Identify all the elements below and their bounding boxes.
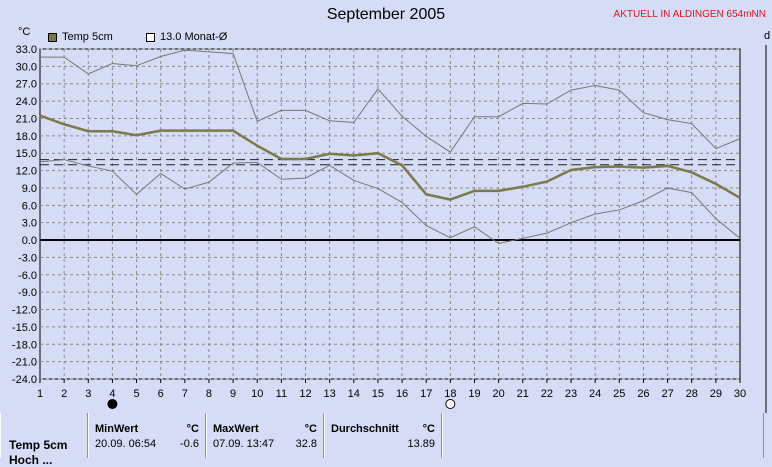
stats-avg-cell: Durchschnitt °C 13.89	[324, 413, 442, 458]
y-tick-label: 15.0	[16, 148, 37, 160]
y-tick-label: 30.0	[16, 61, 37, 73]
chart-title: September 2005	[326, 6, 446, 23]
chart-canvas: 33.030.027.024.021.018.015.012.09.06.03.…	[12, 44, 767, 413]
x-tick-label: 20	[492, 388, 504, 400]
y-tick-label: 27.0	[16, 79, 37, 91]
legend-item-monthly-avg[interactable]: 13.0 Monat-Ø	[146, 31, 227, 43]
series-line-min	[39, 159, 741, 245]
y-tick-label: -3.0	[18, 252, 37, 264]
x-tick-label: 6	[158, 388, 164, 400]
x-tick-label: 14	[348, 388, 360, 400]
x-tick-label: 5	[133, 388, 139, 400]
x-tick-label: 11	[276, 388, 287, 400]
max-unit: °C	[304, 423, 317, 435]
min-header: MinWert	[95, 423, 139, 435]
x-tick-label: 21	[517, 388, 529, 400]
series-line-max	[40, 49, 741, 153]
x-tick-label: 22	[541, 388, 553, 400]
new-moon-icon	[107, 399, 118, 409]
max-header: MaxWert	[213, 423, 259, 435]
y-tick-label: 9.0	[22, 183, 37, 195]
y-tick-label: 12.0	[16, 166, 37, 178]
y-tick-label: -6.0	[18, 270, 37, 282]
series-group	[39, 49, 741, 245]
full-moon-icon	[445, 399, 456, 409]
plot-area	[39, 48, 741, 380]
x-tick-label: 26	[637, 388, 649, 400]
y-tick-label: 24.0	[16, 96, 37, 108]
x-tick-label: 28	[686, 388, 698, 400]
x-tick-label: 1	[37, 388, 43, 400]
x-tick-label: 3	[85, 388, 91, 400]
legend-label-temp: Temp 5cm	[62, 31, 113, 43]
moon-markers	[107, 399, 456, 409]
x-tick-label: 17	[420, 388, 432, 400]
x-tick-label: 13	[324, 388, 336, 400]
x-tick-label: 24	[589, 388, 601, 400]
x-tick-label: 19	[468, 388, 480, 400]
stats-min-cell: MinWert °C 20.09. 06:54 -0.6	[88, 413, 206, 458]
stats-row-label-2: Hoch ...	[9, 453, 53, 467]
series-line-mean	[39, 114, 741, 201]
stats-max-cell: MaxWert °C 07.09. 13:47 32.8	[206, 413, 324, 458]
max-value: 32.8	[295, 438, 317, 450]
y-tick-label: -21.0	[12, 357, 37, 369]
stats-empty-cell	[442, 413, 764, 458]
legend-item-temp[interactable]: Temp 5cm	[48, 31, 113, 43]
min-value: -0.6	[180, 438, 199, 450]
x-tick-label: 16	[396, 388, 408, 400]
y-tick-label: -12.0	[12, 305, 37, 317]
y-tick-label: 18.0	[16, 131, 37, 143]
y-tick-label: -18.0	[12, 339, 37, 351]
x-tick-label: 8	[206, 388, 212, 400]
station-label[interactable]: AKTUELL IN ALDINGEN 654mNN	[613, 9, 766, 20]
y-tick-label: 6.0	[22, 200, 37, 212]
y-tick-label: 3.0	[22, 218, 37, 230]
y-tick-label: -9.0	[18, 287, 37, 299]
x-tick-label: 23	[565, 388, 577, 400]
x-tick-labels: 1 2 3 4 5 6 7 8 9 10 11 12 13 14 15 16 17 18 19 20 21 22 23 24 2…	[37, 379, 746, 400]
x-tick-label: 25	[613, 388, 625, 400]
x-tick-label: 18	[444, 388, 456, 400]
right-axis-unit: d	[764, 30, 771, 42]
y-tick-label: 33.0	[16, 44, 37, 56]
x-tick-label: 12	[299, 388, 311, 400]
legend-label-monthly-avg: 13.0 Monat-Ø	[160, 31, 228, 43]
y-tick-label: -24.0	[12, 374, 37, 386]
grid	[40, 48, 740, 380]
y-axis-unit: °C	[18, 26, 31, 38]
x-tick-label: 9	[230, 388, 236, 400]
x-tick-label: 29	[710, 388, 722, 400]
max-datetime: 07.09. 13:47	[213, 438, 275, 450]
x-tick-label: 2	[61, 388, 67, 400]
avg-unit: °C	[422, 423, 435, 435]
min-datetime: 20.09. 06:54	[95, 438, 157, 450]
legend-swatch-temp	[48, 32, 57, 42]
legend-swatch-monthly-avg	[146, 32, 155, 42]
y-tick-label: -15.0	[12, 322, 37, 334]
x-tick-label: 15	[372, 388, 384, 400]
x-tick-label: 27	[661, 388, 673, 400]
avg-header: Durchschnitt	[331, 423, 399, 435]
x-tick-label: 30	[734, 388, 746, 400]
y-tick-label: 21.0	[16, 113, 37, 125]
x-tick-label: 10	[251, 388, 263, 400]
stats-label-cell: Temp 5cm Hoch ...	[0, 413, 88, 467]
stats-row-label: Temp 5cm	[9, 438, 68, 452]
y-tick-labels: 33.0 30.0 27.0 24.0 21.0 18.0 15.0 12.0 9.0 6.0 3.…	[12, 44, 37, 386]
x-tick-label: 7	[182, 388, 188, 400]
min-unit: °C	[186, 423, 199, 435]
y-tick-label: 0.0	[22, 235, 37, 247]
statistics-panel: Temp 5cm Hoch ... MinWert °C 20.09. 06:5…	[0, 413, 772, 467]
avg-value: 13.89	[407, 438, 435, 450]
x-tick-label: 4	[109, 388, 115, 400]
